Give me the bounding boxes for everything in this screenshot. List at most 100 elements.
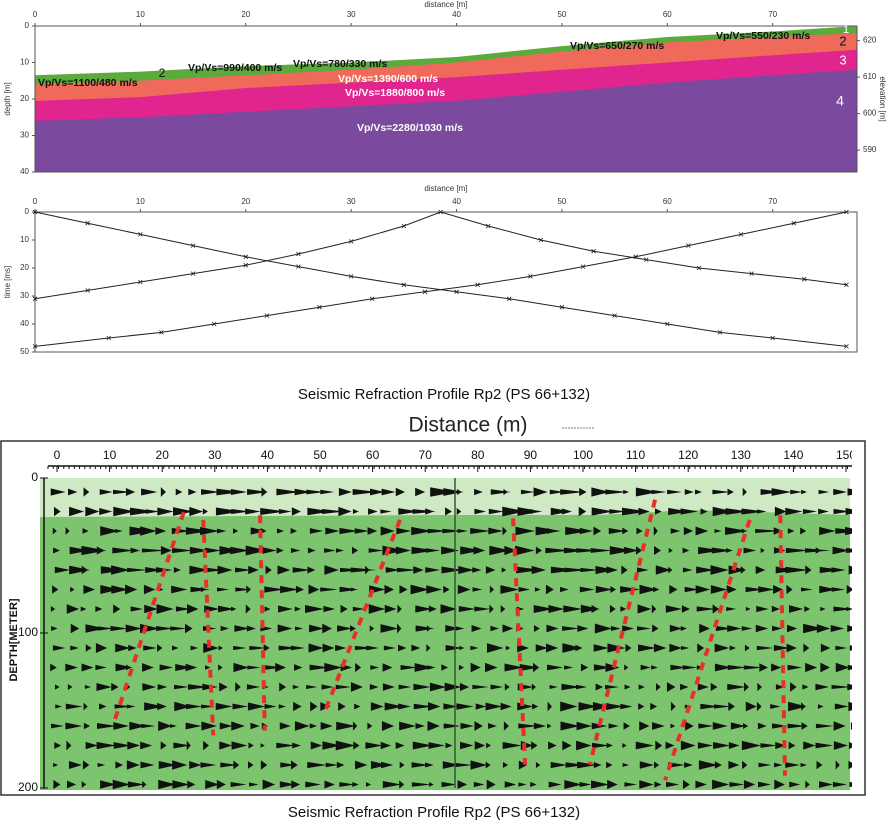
trace-wiggle: [726, 585, 737, 594]
trace-wiggle: [160, 487, 166, 497]
trace-wiggle: [818, 489, 830, 495]
trace-wiggle: [215, 507, 242, 516]
trace-wiggle: [245, 508, 261, 515]
trace-wiggle: [156, 604, 174, 614]
trace-wiggle: [85, 624, 106, 633]
point-marker: [243, 262, 249, 268]
trace-wiggle: [680, 626, 687, 631]
trace-wiggle: [563, 605, 583, 613]
trace-wiggle: [832, 546, 850, 555]
trace-wiggle: [684, 489, 694, 495]
trace-wiggle: [246, 684, 261, 690]
trace-wiggle: [712, 506, 734, 517]
trace-wiggle: [486, 779, 496, 790]
x-tick-label: 20: [241, 10, 250, 19]
x-tick-label: 70: [768, 10, 777, 19]
trace-wiggle: [530, 508, 537, 515]
trace-wiggle: [339, 527, 359, 535]
trace-wiggle: [112, 489, 132, 495]
trace-wiggle: [531, 741, 538, 750]
trace-wiggle: [277, 565, 291, 575]
velocity-label: Vp/Vs=650/270 m/s: [570, 40, 664, 52]
layer-number: 2: [159, 66, 166, 80]
trace-wiggle: [681, 605, 691, 613]
trace-wiggle: [816, 760, 823, 770]
trace-wiggle: [817, 704, 824, 709]
point-marker: [296, 251, 301, 257]
layer-number: 2: [839, 33, 846, 48]
trace-wiggle: [490, 489, 511, 495]
trace-wiggle: [489, 604, 494, 614]
trace-wiggle: [66, 780, 77, 789]
trace-wiggle: [141, 723, 156, 729]
trace-wiggle: [714, 663, 732, 672]
trace-wiggle: [324, 780, 335, 789]
trace-wiggle: [755, 528, 782, 534]
trace-wiggle: [501, 567, 507, 573]
trace-wiggle: [591, 605, 599, 613]
trace-wiggle: [397, 604, 402, 614]
trace-wiggle: [564, 567, 589, 573]
trace-wiggle: [655, 740, 663, 751]
trace-wiggle: [565, 526, 590, 536]
x-tick-label: 60: [366, 448, 380, 462]
trace-wiggle: [381, 721, 395, 731]
trace-wiggle: [292, 567, 311, 573]
point-marker: [506, 296, 512, 302]
trace-wiggle: [590, 548, 613, 553]
trace-wiggle: [757, 509, 767, 514]
trace-wiggle: [398, 703, 411, 710]
trace-wiggle: [83, 702, 88, 711]
trace-wiggle: [68, 760, 82, 770]
trace-wiggle: [205, 567, 225, 573]
trace-wiggle: [622, 527, 629, 535]
trace-wiggle: [486, 742, 491, 749]
trace-wiggle: [848, 741, 852, 750]
trace-wiggle: [53, 762, 59, 768]
trace-wiggle: [485, 662, 498, 673]
trace-wiggle: [130, 606, 143, 612]
trace-wiggle: [790, 682, 797, 692]
trace-wiggle: [82, 528, 89, 534]
trace-wiggle: [245, 545, 268, 556]
trace-wiggle: [441, 781, 457, 788]
trace-wiggle: [412, 741, 433, 750]
trace-wiggle: [684, 586, 699, 593]
trace-wiggle: [186, 740, 191, 751]
trace-wiggle: [295, 585, 304, 594]
trace-wiggle: [188, 684, 208, 690]
trace-wiggle: [759, 663, 768, 672]
trace-wiggle: [835, 528, 852, 534]
trace-wiggle: [380, 624, 399, 633]
trace-wiggle: [320, 587, 338, 592]
trace-wiggle: [820, 662, 830, 673]
trace-wiggle: [114, 704, 132, 709]
trace-wiggle: [832, 781, 848, 788]
trace-wiggle: [140, 526, 157, 536]
trace-wiggle: [788, 701, 807, 712]
trace-wiggle: [129, 507, 156, 516]
trace-wiggle: [771, 605, 780, 613]
trace-wiggle: [669, 643, 682, 653]
point-marker: [317, 304, 322, 310]
trace-wiggle: [680, 683, 689, 691]
trace-wiggle: [380, 741, 391, 750]
trace-wiggle: [815, 742, 834, 749]
trace-wiggle: [593, 664, 612, 671]
trace-wiggle: [157, 702, 167, 711]
trace-wiggle: [712, 722, 728, 730]
trace-wiggle: [500, 605, 506, 613]
trace-wiggle: [157, 644, 163, 652]
trace-wiggle: [741, 528, 747, 534]
trace-wiggle: [50, 605, 56, 613]
trace-wiggle: [579, 527, 593, 535]
trace-wiggle: [83, 585, 96, 594]
trace-wiggle: [639, 721, 650, 731]
trace-wiggle: [532, 703, 539, 710]
trace-wiggle: [369, 684, 379, 690]
trace-wiggle: [833, 721, 846, 731]
trace-wiggle: [321, 684, 334, 690]
trace-wiggle: [745, 701, 757, 712]
trace-wiggle: [846, 584, 852, 595]
trace-wiggle: [785, 566, 809, 574]
